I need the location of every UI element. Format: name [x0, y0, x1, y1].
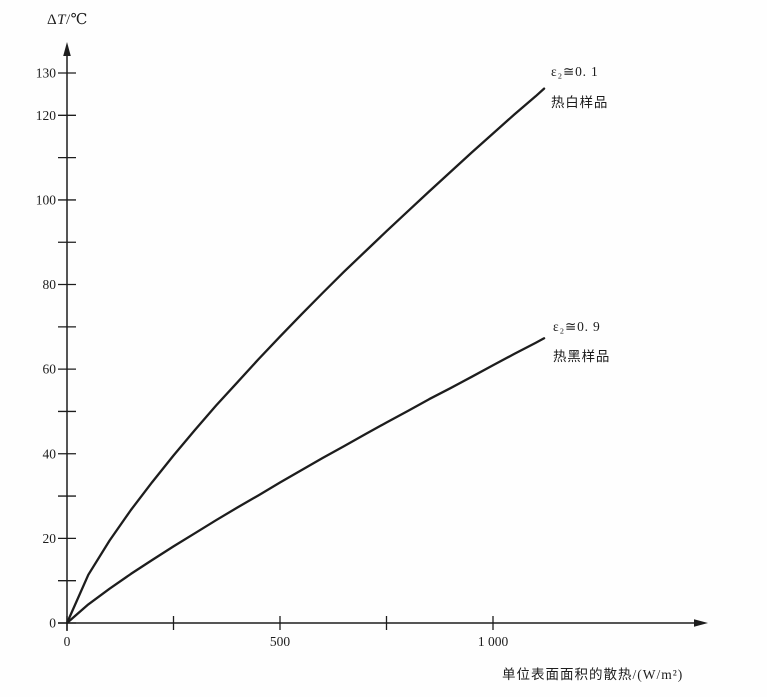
y-tick-label: 40	[43, 446, 57, 461]
annotation-white-sample-name: 热白样品	[551, 95, 609, 110]
y-tick-label: 60	[43, 362, 57, 377]
y-tick-label: 130	[36, 65, 57, 80]
x-tick-label: 0	[64, 634, 71, 649]
y-axis-arrow	[63, 42, 71, 56]
y-tick-label: 100	[36, 192, 57, 207]
y-axis-title-delta: Δ	[47, 12, 58, 28]
curve-hot-black-sample	[65, 337, 546, 625]
y-axis-title: ΔT/℃	[47, 10, 88, 29]
y-axis-title-unit: /℃	[66, 12, 88, 28]
y-axis-title-symbol: T	[57, 12, 66, 28]
x-axis-arrow	[694, 619, 708, 627]
y-tick-label: 80	[43, 277, 57, 292]
y-tick-label: 120	[36, 108, 57, 123]
y-tick-label: 0	[49, 616, 56, 631]
x-tick-label: 500	[270, 634, 291, 649]
annotation-black-sample-name: 热黑样品	[553, 349, 611, 364]
annotation-black-sample-emissivity: ε₂≅0. 9	[553, 319, 601, 334]
curve-hot-white-sample	[65, 87, 546, 625]
x-tick-label: 1 000	[478, 634, 509, 649]
y-tick-label: 20	[43, 531, 57, 546]
x-axis-title: 单位表面面积的散热/(W/m²)	[502, 667, 684, 682]
annotation-white-sample-emissivity: ε₂≅0. 1	[551, 64, 599, 79]
